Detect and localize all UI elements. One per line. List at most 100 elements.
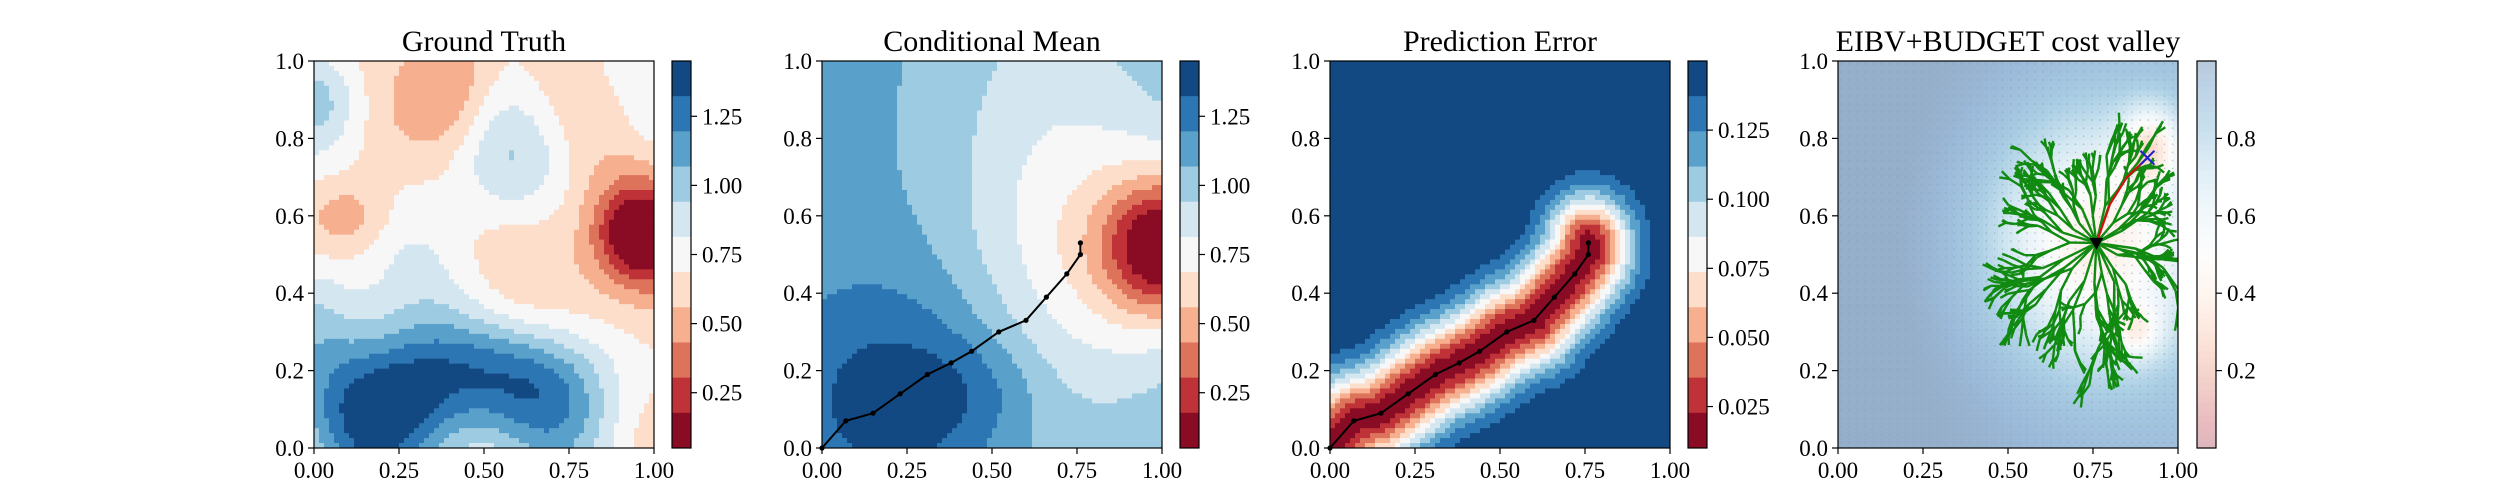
x-tick-label: 0.00 bbox=[1310, 458, 1350, 483]
path-waypoint bbox=[1432, 371, 1438, 378]
colorbar-tick-label: 0.8 bbox=[2227, 126, 2256, 151]
x-tick-label: 0.00 bbox=[802, 458, 842, 483]
path-waypoint bbox=[948, 360, 954, 366]
y-tick-label: 0.0 bbox=[1291, 436, 1320, 461]
x-tick-label: 0.25 bbox=[1395, 458, 1435, 483]
panel-2: 0.00 0.25 0.50 0.75 1.00 0.0 0.2 0.4 0.6 0.8 1.0 Co… bbox=[783, 25, 1250, 483]
path-waypoint bbox=[1043, 294, 1049, 300]
path-waypoint bbox=[969, 348, 975, 354]
colorbar-frame bbox=[2196, 60, 2217, 449]
y-tick-label: 0.2 bbox=[783, 359, 812, 384]
x-tick-label: 0.25 bbox=[379, 458, 419, 483]
x-tick-label: 0.50 bbox=[972, 458, 1012, 483]
colorbar-tick-label: 0.6 bbox=[2227, 204, 2256, 229]
path-waypoint bbox=[1531, 317, 1537, 323]
colorbar-frame bbox=[1687, 60, 1708, 449]
path-waypoint bbox=[1585, 251, 1591, 258]
colorbar-tick-label: 1.00 bbox=[1210, 173, 1250, 198]
x-tick-label: 1.00 bbox=[1650, 458, 1690, 483]
colorbar: 0.2 0.4 0.6 0.8 bbox=[2196, 60, 2256, 449]
y-tick-label: 0.4 bbox=[1799, 281, 1828, 306]
colorbar: 0.25 0.50 0.75 1.00 1.25 bbox=[671, 60, 742, 449]
colorbar-tick-label: 0.75 bbox=[1210, 243, 1250, 268]
panel-title: EIBV+BUDGET cost valley bbox=[1836, 25, 2181, 58]
path-waypoint bbox=[843, 418, 849, 424]
y-tick-label: 0.6 bbox=[1291, 204, 1320, 229]
x-tick-label: 0.75 bbox=[1057, 458, 1097, 483]
x-tick-label: 0.50 bbox=[1988, 458, 2028, 483]
panel-title: Prediction Error bbox=[1403, 25, 1597, 58]
colorbar-tick-label: 0.075 bbox=[1718, 256, 1770, 281]
colorbar-tick-label: 0.025 bbox=[1718, 395, 1770, 420]
y-tick-label: 0.6 bbox=[783, 204, 812, 229]
colorbar-tick-label: 0.050 bbox=[1718, 325, 1770, 350]
y-tick-label: 0.4 bbox=[783, 281, 812, 306]
path-waypoint bbox=[1064, 271, 1070, 277]
colorbar-tick-label: 0.25 bbox=[1210, 381, 1250, 406]
path-waypoint bbox=[996, 329, 1002, 335]
y-tick-label: 0.2 bbox=[1799, 359, 1828, 384]
heatmap-cells bbox=[1838, 61, 2178, 448]
x-tick-label: 0.50 bbox=[1480, 458, 1520, 483]
colorbar: 0.025 0.050 0.075 0.100 0.125 bbox=[1687, 60, 1770, 449]
panel-1: 0.00 0.25 0.50 0.75 1.00 0.0 0.2 0.4 0.6 0.8 1.0 Gr… bbox=[275, 25, 742, 483]
y-tick-label: 0.8 bbox=[783, 126, 812, 151]
x-tick-label: 0.75 bbox=[2073, 458, 2113, 483]
colorbar-tick-label: 0.25 bbox=[702, 381, 742, 406]
path-waypoint bbox=[1585, 240, 1591, 246]
colorbar-tick-label: 0.2 bbox=[2227, 359, 2256, 384]
path-waypoint bbox=[1023, 317, 1029, 323]
colorbar-tick-label: 0.75 bbox=[702, 243, 742, 268]
colorbar-tick-label: 0.125 bbox=[1718, 118, 1770, 143]
y-tick-label: 0.2 bbox=[1291, 359, 1320, 384]
colorbar-tick-label: 0.50 bbox=[1210, 312, 1250, 337]
y-tick-label: 1.0 bbox=[783, 49, 812, 74]
x-tick-label: 0.25 bbox=[1903, 458, 1943, 483]
x-tick-label: 0.50 bbox=[464, 458, 504, 483]
y-tick-label: 0.0 bbox=[1799, 436, 1828, 461]
x-tick-label: 0.25 bbox=[887, 458, 927, 483]
y-tick-label: 0.0 bbox=[783, 436, 812, 461]
path-waypoint bbox=[1378, 410, 1384, 416]
path-waypoint bbox=[1504, 329, 1510, 335]
y-tick-label: 0.4 bbox=[1291, 281, 1320, 306]
y-tick-label: 0.2 bbox=[275, 359, 304, 384]
x-tick-label: 1.00 bbox=[634, 458, 674, 483]
y-tick-label: 0.8 bbox=[1799, 126, 1828, 151]
panel-title: Ground Truth bbox=[402, 25, 566, 58]
y-tick-label: 0.8 bbox=[275, 126, 304, 151]
path-waypoint bbox=[1405, 391, 1411, 397]
path-waypoint bbox=[1551, 294, 1557, 300]
target-marker bbox=[2139, 150, 2156, 166]
y-tick-label: 0.6 bbox=[275, 204, 304, 229]
x-tick-label: 1.00 bbox=[2158, 458, 2198, 483]
current-location-marker bbox=[2089, 237, 2104, 250]
heatmap-cells bbox=[1330, 61, 1670, 448]
x-tick-label: 0.75 bbox=[549, 458, 589, 483]
rrt-tree bbox=[1982, 112, 2178, 408]
path-waypoint bbox=[1077, 251, 1083, 258]
x-tick-label: 0.75 bbox=[1565, 458, 1605, 483]
path-waypoint bbox=[1456, 360, 1462, 366]
colorbar-tick-label: 0.50 bbox=[702, 312, 742, 337]
y-tick-label: 0.4 bbox=[275, 281, 304, 306]
colorbar-tick-label: 0.4 bbox=[2227, 281, 2256, 306]
path-waypoint bbox=[1351, 418, 1357, 424]
y-tick-label: 1.0 bbox=[1291, 49, 1320, 74]
path-waypoint bbox=[1572, 271, 1578, 277]
panel-title: Conditional Mean bbox=[883, 25, 1100, 58]
path-waypoint bbox=[897, 391, 903, 397]
y-tick-label: 0.8 bbox=[1291, 126, 1320, 151]
heatmap-cells bbox=[314, 61, 654, 448]
x-tick-label: 1.00 bbox=[1142, 458, 1182, 483]
y-tick-label: 0.0 bbox=[275, 436, 304, 461]
colorbar-tick-label: 1.25 bbox=[1210, 104, 1250, 129]
heatmap-cells bbox=[822, 61, 1162, 448]
panel-4: 0.00 0.25 0.50 0.75 1.00 0.0 0.2 0.4 0.6 0.8 1.0 EI… bbox=[1799, 25, 2256, 483]
colorbar-tick-label: 1.25 bbox=[702, 104, 742, 129]
path-waypoint bbox=[1477, 348, 1483, 354]
path-waypoint bbox=[924, 371, 931, 378]
x-tick-label: 0.00 bbox=[294, 458, 334, 483]
colorbar-tick-label: 1.00 bbox=[702, 173, 742, 198]
